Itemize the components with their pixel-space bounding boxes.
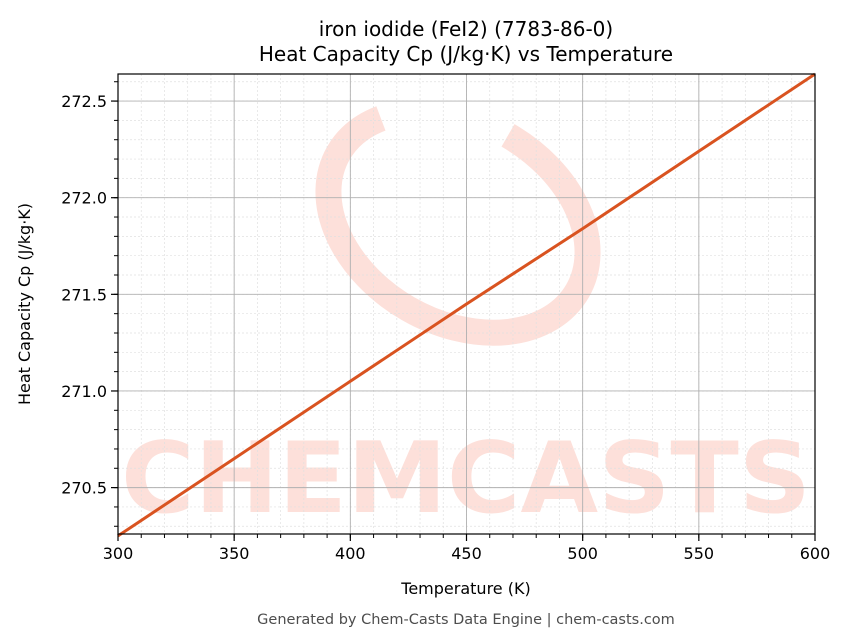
chart-subtitle: Heat Capacity Cp (J/kg·K) vs Temperature [259,42,673,66]
chart-title: iron iodide (FeI2) (7783-86-0) [319,17,613,41]
x-axis-label: Temperature (K) [400,579,530,598]
x-tick-label: 500 [567,544,598,563]
major-grid [117,74,816,534]
x-tick-label: 450 [451,544,482,563]
x-axis: 300 350 400 450 500 550 600 [103,534,831,563]
x-tick-label: 550 [684,544,715,563]
x-tick-label: 300 [103,544,134,563]
x-tick-label: 600 [800,544,831,563]
x-tick-label: 400 [335,544,366,563]
watermark-text: CHEMCASTS [121,422,811,536]
x-tick-label: 350 [219,544,250,563]
y-tick-label: 272.5 [61,92,107,111]
y-tick-label: 271.0 [61,382,107,401]
y-tick-label: 270.5 [61,479,107,498]
y-tick-label: 272.0 [61,189,107,208]
y-tick-label: 271.5 [61,285,107,304]
footer-credit: Generated by Chem-Casts Data Engine | ch… [257,612,675,628]
plot-area: CHEMCASTS [117,72,816,538]
y-axis: 270.5 271.0 271.5 272.0 272.5 [61,81,118,527]
watermark-logo: CHEMCASTS [121,98,811,536]
y-axis-label: Heat Capacity Cp (J/kg·K) [15,203,34,405]
series-line-heat-capacity [117,72,816,538]
